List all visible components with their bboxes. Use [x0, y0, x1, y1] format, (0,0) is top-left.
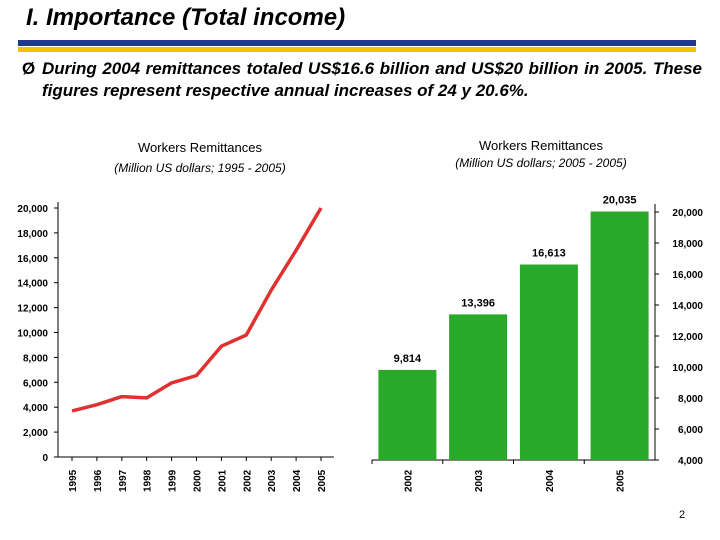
bar-chart-x-tick-label: 2004 [545, 469, 556, 492]
bar-chart-header: Workers Remittances (Million US dollars;… [418, 138, 664, 170]
bar-chart-y-tick-label: 14,000 [672, 301, 703, 312]
line-chart-subtitle: (Million US dollars; 1995 - 2005) [114, 161, 286, 175]
title-rule-navy [18, 40, 696, 46]
line-chart-x-tick-label: 1995 [68, 469, 79, 492]
bar-chart-bar [449, 314, 508, 460]
line-chart-y-tick-label: 14,000 [17, 279, 48, 290]
bullet-point: Ø During 2004 remittances totaled US$16.… [22, 58, 702, 102]
line-chart-y-tick-label: 0 [42, 453, 48, 464]
line-chart-series-line [71, 207, 323, 413]
line-chart-y-tick-label: 4,000 [23, 403, 48, 414]
slide-title: I. Importance (Total income) [26, 4, 346, 31]
line-chart-x-tick-label: 1999 [168, 469, 179, 492]
bar-chart-data-label: 20,035 [603, 194, 637, 206]
line-chart-y-tick-label: 12,000 [17, 304, 48, 315]
bar-chart-subtitle: (Million US dollars; 2005 - 2005) [455, 156, 627, 170]
line-chart-x-tick-label: 2000 [193, 469, 204, 492]
bar-chart-y-tick-label: 12,000 [672, 332, 703, 343]
line-chart-x-tick-label: 1996 [93, 469, 104, 492]
bar-chart-x-tick-label: 2003 [474, 469, 485, 492]
title-rule-yellow [18, 47, 696, 52]
bar-chart-x-tick-label: 2005 [616, 469, 627, 492]
bullet-text: During 2004 remittances totaled US$16.6 … [42, 59, 702, 100]
line-chart-x-tick-label: 2003 [267, 469, 278, 492]
bar-chart-y-tick-label: 10,000 [672, 363, 703, 374]
bar-chart-x-tick-label: 2002 [403, 469, 414, 492]
line-chart-x-tick-label: 2002 [242, 469, 253, 492]
bar-chart-bar [519, 264, 578, 460]
line-chart-x-tick-label: 2005 [317, 469, 328, 492]
line-chart-y-tick-label: 6,000 [23, 378, 48, 389]
line-chart-y-tick-label: 18,000 [17, 229, 48, 240]
bar-chart-y-tick-label: 8,000 [678, 394, 703, 405]
line-chart-y-tick-label: 10,000 [17, 329, 48, 340]
page-number: 2 [679, 509, 686, 521]
line-chart-title: Workers Remittances [137, 140, 262, 155]
line-chart-header: Workers Remittances (Million US dollars;… [80, 140, 320, 175]
bar-chart-bar [378, 369, 437, 460]
bar-chart-y-tick-label: 18,000 [672, 239, 703, 250]
bar-chart-y-tick-label: 20,000 [672, 208, 703, 219]
line-chart-y-tick-label: 20,000 [17, 204, 48, 215]
line-chart-x-tick-label: 2004 [292, 469, 303, 492]
bar-chart-y-tick-label: 16,000 [672, 270, 703, 281]
line-chart-y-tick-label: 2,000 [23, 428, 48, 439]
line-chart-y-tick-label: 16,000 [17, 254, 48, 265]
line-chart-y-tick-label: 8,000 [23, 353, 48, 364]
bar-chart-y-tick-label: 6,000 [678, 425, 703, 436]
line-chart-x-tick-label: 2001 [217, 469, 228, 492]
bar-chart-data-label: 9,814 [394, 353, 422, 365]
bar-chart-y-tick-label: 4,000 [678, 456, 703, 467]
line-chart-x-tick-label: 1997 [118, 469, 129, 492]
bar-chart-bar [590, 211, 649, 460]
bullet-arrow-icon: Ø [22, 59, 36, 78]
bar-chart-title: Workers Remittances [478, 138, 603, 153]
bar-chart-data-label: 16,613 [532, 247, 566, 259]
line-chart-x-tick-label: 1998 [143, 469, 154, 492]
bar-chart-data-label: 13,396 [461, 297, 495, 309]
